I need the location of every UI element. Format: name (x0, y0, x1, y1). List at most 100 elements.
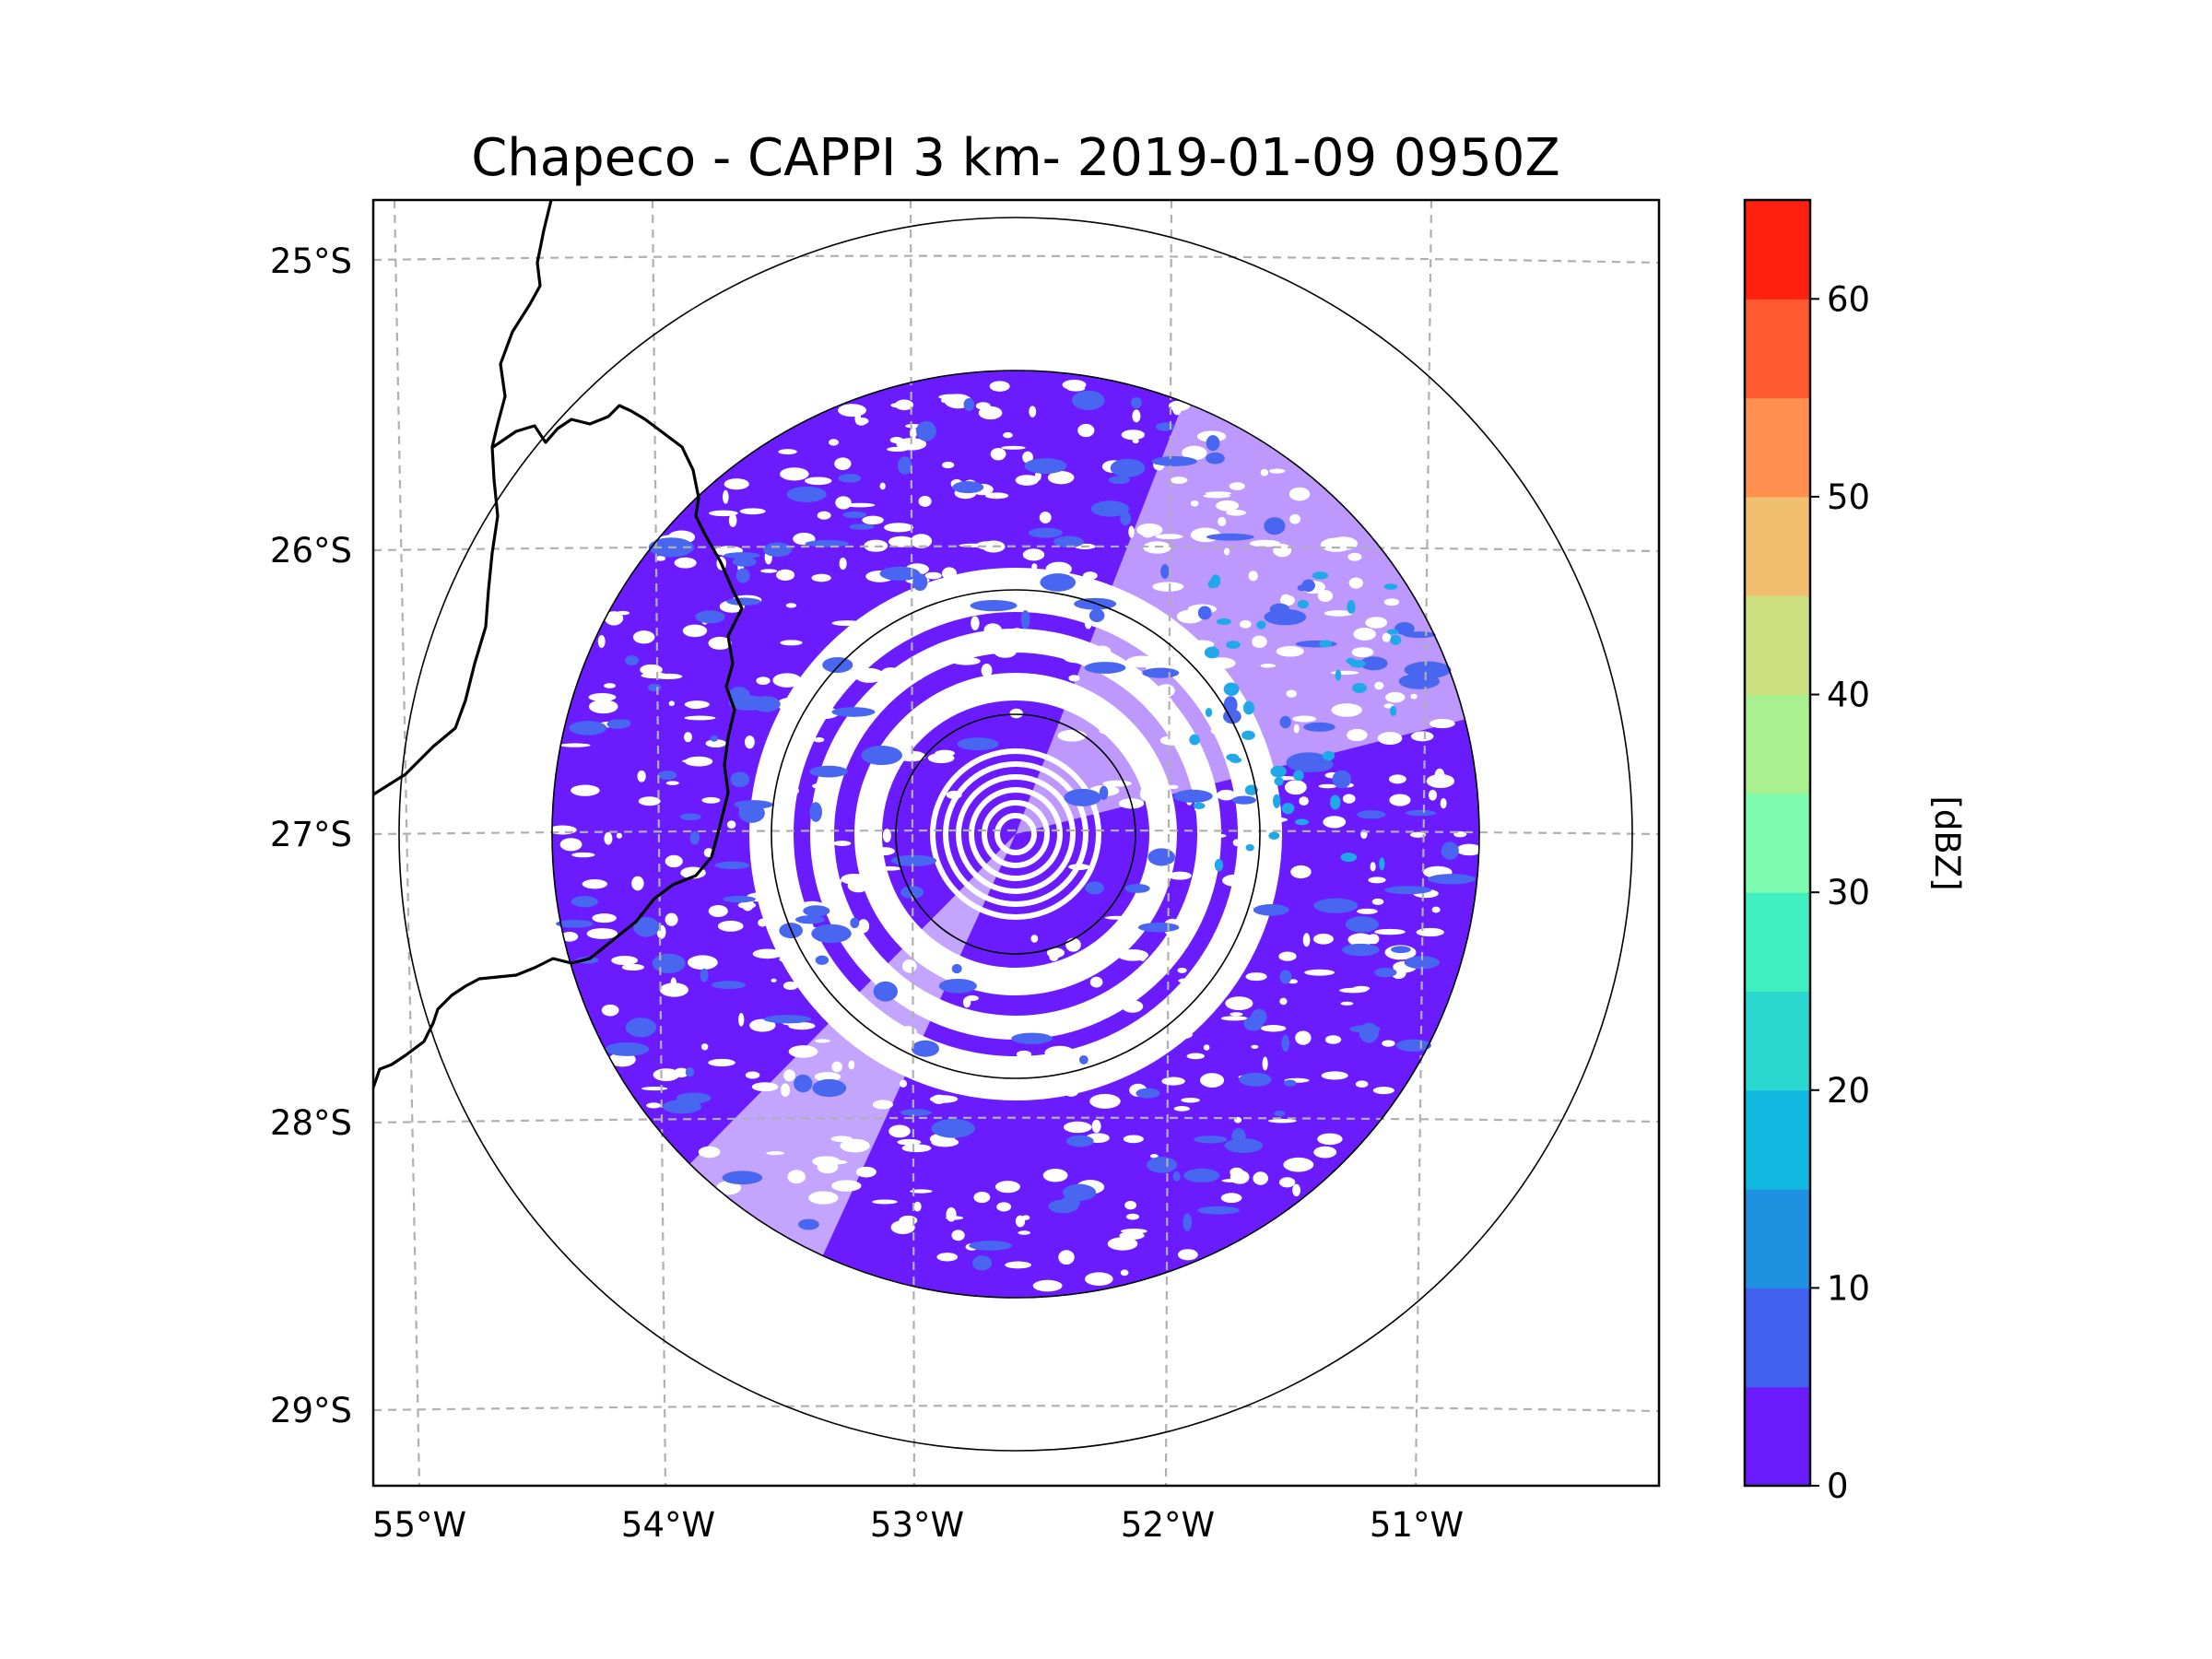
echo-gap-speck (1377, 732, 1403, 746)
lat-label-25s: 25°S (270, 241, 352, 281)
echo-gap-speck (752, 948, 782, 959)
echo-moderate-cell (969, 1241, 1013, 1251)
echo-gap-speck (1089, 1093, 1121, 1109)
echo-gap-speck (994, 645, 1018, 658)
echo-gap-speck (829, 985, 853, 1001)
echo-gap-speck (848, 1060, 855, 1070)
echo-gap-speck (1045, 561, 1072, 576)
echo-gap-speck (941, 461, 955, 469)
colorbar-swatch (1745, 595, 1810, 696)
echo-gap-speck (787, 1170, 806, 1184)
echo-gap-speck (951, 1230, 965, 1241)
colorbar-swatches (1745, 200, 1810, 1487)
echo-gap-speck (863, 694, 882, 707)
echo-gap-speck (1001, 445, 1026, 450)
echo-moderate-cell (1110, 458, 1146, 477)
echo-gap-speck (1132, 409, 1141, 423)
echo-gap-speck (780, 467, 809, 481)
echo-moderate-cell (722, 1171, 763, 1185)
echo-moderate-cell (679, 813, 701, 821)
echo-gap-speck (1064, 653, 1094, 664)
echo-strong-cell (1386, 629, 1399, 635)
echo-gap-speck (1284, 780, 1307, 795)
range-ring-4 (398, 217, 1633, 1452)
echo-gap-speck (994, 1181, 1020, 1194)
echo-gap-speck (604, 683, 616, 688)
echo-gap-speck (758, 918, 768, 927)
echo-gap-speck (1252, 898, 1263, 902)
echo-moderate-cell (1264, 517, 1286, 535)
echo-gap-speck (1269, 468, 1286, 474)
echo-gap-speck (772, 673, 802, 688)
echo-gap-speck (637, 770, 646, 782)
echo-moderate-cell (685, 1066, 695, 1077)
echo-gap-speck (708, 904, 728, 918)
echo-moderate-cell (652, 953, 686, 974)
echo-gap-speck (659, 982, 688, 997)
echo-gap-speck (1135, 978, 1152, 982)
echo-gap-speck (1088, 1071, 1106, 1080)
echo-moderate-cell (1147, 1157, 1178, 1173)
echo-gap-speck (1290, 865, 1312, 879)
echo-moderate-cell (794, 1074, 813, 1093)
echo-moderate-cell (625, 655, 640, 666)
echo-moderate-cell (1383, 886, 1432, 895)
echo-moderate-cell (1345, 916, 1379, 933)
echo-strong-cell (1204, 646, 1220, 659)
echo-moderate-cell (1243, 1016, 1264, 1031)
echo-gap-speck (1150, 1026, 1174, 1041)
echo-gap-speck (559, 743, 591, 747)
echo-gap-speck (975, 402, 991, 410)
echo-strong-cell (1226, 641, 1241, 649)
echo-moderate-cell (1341, 943, 1380, 957)
echo-gap-speck (1121, 595, 1127, 606)
echo-gap-speck (1317, 590, 1334, 602)
colorbar-swatch (1745, 1189, 1810, 1288)
echo-gap-speck (1260, 664, 1277, 668)
echo-gap-speck (878, 865, 901, 871)
echo-moderate-cell (1253, 904, 1289, 916)
echo-gap-ring (930, 748, 1101, 920)
echo-gap-speck (1347, 933, 1374, 947)
echo-gap-speck (611, 956, 639, 966)
echo-moderate-cell (1147, 848, 1176, 866)
echo-gap-speck (942, 567, 957, 581)
radar-echo-field (547, 371, 1483, 1298)
lat-label-27s: 27°S (270, 815, 352, 854)
echo-strong-cell (1383, 583, 1398, 590)
echo-moderate-cell (809, 802, 822, 822)
colorbar-swatch (1745, 1386, 1810, 1487)
echo-gap-speck (1312, 933, 1334, 945)
echo-gap-speck (889, 437, 904, 444)
echo-gap-speck (1022, 451, 1033, 464)
echo-strong-cell (1293, 770, 1304, 782)
echo-moderate-cell (1427, 874, 1476, 885)
echo-gap-speck (897, 1138, 922, 1146)
echo-gap-speck (1064, 1121, 1092, 1134)
echo-gap-speck (956, 688, 980, 698)
echo-gap-speck (812, 782, 833, 790)
echo-gap-speck (1351, 647, 1374, 658)
echo-moderate-cell (1085, 881, 1104, 895)
echo-strong-cell (1242, 700, 1255, 715)
echo-gap-speck (1253, 858, 1271, 874)
echo-gap-speck (776, 569, 795, 582)
echo-strong-cell (1312, 571, 1329, 580)
echo-gap-speck (822, 972, 844, 979)
echo-strong-cell (1193, 802, 1206, 810)
echo-moderate-cell (1357, 810, 1386, 819)
echo-gap-speck (1430, 718, 1455, 729)
echo-gap-speck (601, 1004, 619, 1017)
echo-gap-speck (1293, 724, 1300, 734)
colorbar-swatch (1745, 299, 1810, 399)
echo-gap-speck (1229, 482, 1245, 490)
echo-gap-speck (1062, 379, 1087, 391)
echo-moderate-cell (815, 955, 830, 965)
echo-gap-speck (901, 1144, 932, 1153)
echo-gap-speck (951, 656, 981, 665)
lon-label-54w: 54°W (621, 1505, 715, 1545)
echo-gap-speck (738, 1012, 745, 1027)
echo-gap-speck (1009, 708, 1023, 719)
echo-strong-cell (1349, 659, 1366, 668)
echo-gap-speck (1324, 610, 1353, 617)
